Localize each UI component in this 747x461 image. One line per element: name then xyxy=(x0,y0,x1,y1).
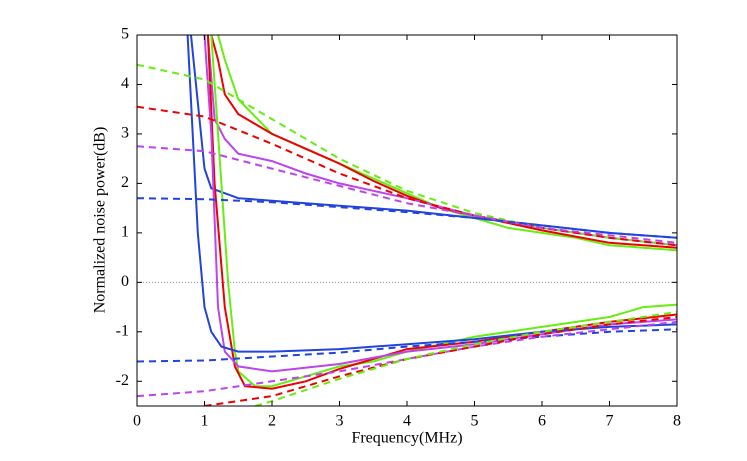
series-line xyxy=(254,311,677,406)
x-tick-label: 1 xyxy=(201,413,209,430)
x-tick-label: 5 xyxy=(471,413,479,430)
series-line xyxy=(210,35,677,388)
y-tick-label: 3 xyxy=(121,125,129,142)
series-line xyxy=(137,197,677,239)
x-tick-label: 8 xyxy=(673,413,681,430)
y-tick-label: 4 xyxy=(121,75,129,92)
x-tick-label: 6 xyxy=(538,413,546,430)
series-line xyxy=(186,35,677,353)
y-tick-label: -2 xyxy=(116,372,129,389)
series-line xyxy=(137,328,677,363)
y-tick-label: -1 xyxy=(116,322,129,339)
x-tick-label: 2 xyxy=(268,413,276,430)
series-line xyxy=(217,35,677,252)
x-tick-label: 0 xyxy=(133,413,141,430)
x-tick-label: 4 xyxy=(403,413,411,430)
plot-area xyxy=(137,35,677,406)
series-line xyxy=(203,35,677,373)
series-line xyxy=(204,316,677,406)
y-tick-label: 1 xyxy=(121,224,129,241)
series-line xyxy=(137,105,677,247)
x-tick-label: 7 xyxy=(606,413,614,430)
series-line xyxy=(137,145,677,244)
y-tick-label: 5 xyxy=(121,26,129,43)
y-tick-label: 2 xyxy=(121,174,129,191)
x-axis-label: Frequency(MHz) xyxy=(351,430,462,447)
y-axis-label: Normalized noise power(dB) xyxy=(92,127,109,314)
series-line xyxy=(190,35,677,239)
series-line xyxy=(137,320,677,398)
x-tick-label: 3 xyxy=(336,413,344,430)
series-line xyxy=(210,35,677,249)
series-line xyxy=(206,35,677,390)
y-tick-label: 0 xyxy=(121,273,129,290)
